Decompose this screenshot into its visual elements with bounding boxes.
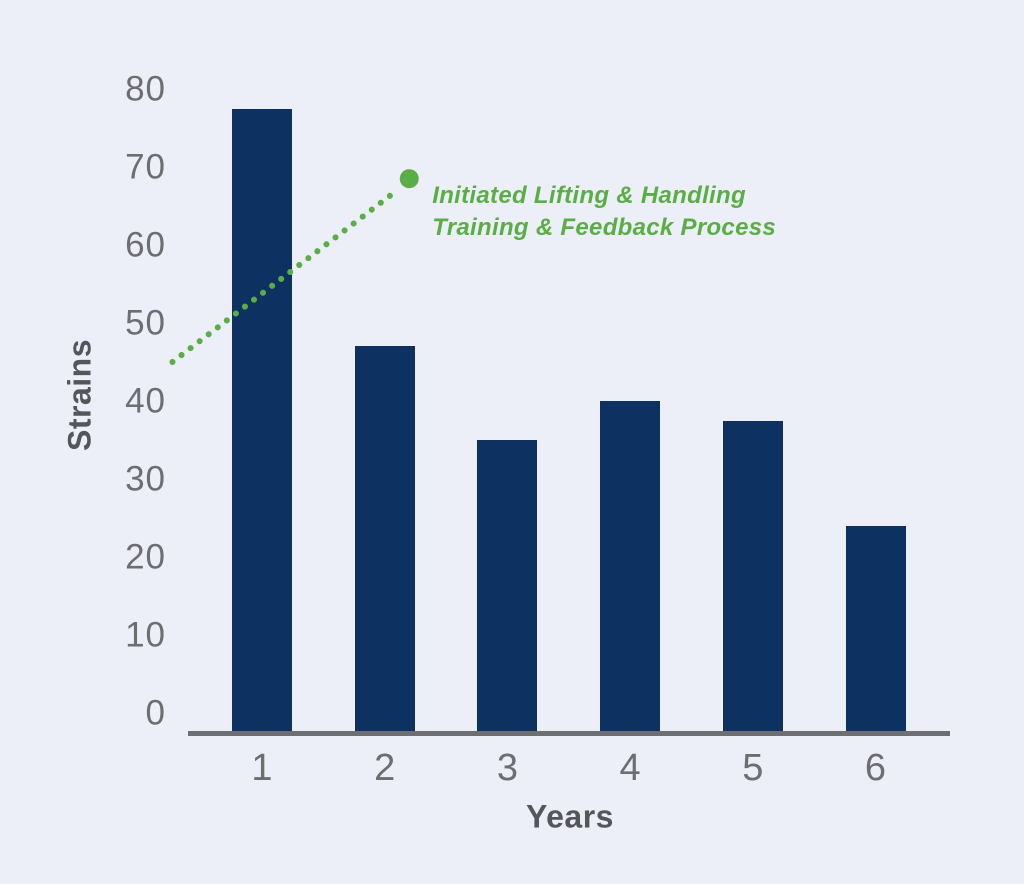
y-tick-label-70: 70 [125,147,166,187]
y-tick-label-0: 0 [145,693,166,733]
x-axis-title-text: Years [526,798,614,835]
annotation-text-line-2: Training & Feedback Process [432,213,777,241]
x-tick-label-5: 5 [742,747,764,789]
bar-year-4 [600,401,661,732]
annotation-text: Initiated Lifting & Handling Training & … [432,180,776,244]
x-tick-label-2: 2 [374,747,396,789]
bar-year-2 [354,346,415,732]
bar-year-1 [232,108,292,732]
annotation-end-dot [399,169,419,189]
y-tick-label-40: 40 [125,381,166,421]
bar-year-5 [722,420,783,732]
y-tick-label-20: 20 [125,537,166,577]
y-tick-label-80: 80 [125,69,166,109]
x-tick-label-6: 6 [864,747,887,789]
x-tick-label-3: 3 [496,747,518,789]
annotation-text-line-1: Initiated Lifting & Handling [432,181,746,209]
y-tick-label-50: 50 [125,303,166,343]
bar-year-6 [845,525,906,732]
y-tick-label-10: 10 [125,615,166,655]
x-axis-line [188,731,950,736]
bar-year-3 [477,440,538,732]
y-tick-label-60: 60 [125,225,166,265]
x-tick-label-1: 1 [251,747,273,789]
x-tick-label-4: 4 [619,747,641,789]
y-tick-label-30: 30 [125,459,166,499]
